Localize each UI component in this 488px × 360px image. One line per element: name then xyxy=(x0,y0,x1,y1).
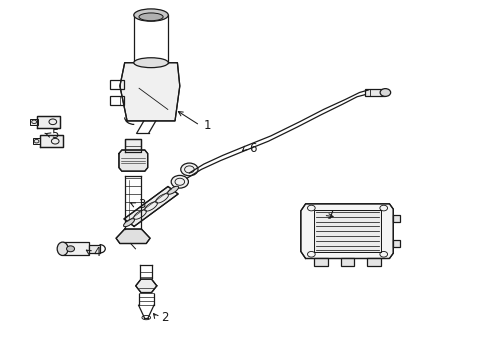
Bar xyxy=(392,240,399,247)
Bar xyxy=(314,258,327,266)
Bar xyxy=(365,89,385,96)
Text: 7: 7 xyxy=(327,209,334,222)
Ellipse shape xyxy=(57,242,68,256)
Text: 3: 3 xyxy=(138,198,145,211)
Text: 6: 6 xyxy=(249,142,256,155)
Circle shape xyxy=(171,175,188,188)
Circle shape xyxy=(66,246,74,252)
Bar xyxy=(33,138,41,144)
Bar xyxy=(340,258,353,266)
Ellipse shape xyxy=(123,219,134,227)
Text: 2: 2 xyxy=(160,311,168,324)
Bar xyxy=(314,210,380,252)
Polygon shape xyxy=(300,204,392,258)
Bar xyxy=(110,80,123,89)
Bar xyxy=(392,215,399,222)
Polygon shape xyxy=(120,63,180,121)
Ellipse shape xyxy=(134,58,168,68)
Bar xyxy=(89,244,100,253)
Ellipse shape xyxy=(167,186,178,194)
Bar xyxy=(62,242,89,256)
Bar xyxy=(30,119,38,125)
Ellipse shape xyxy=(139,13,163,21)
Polygon shape xyxy=(119,150,147,171)
Polygon shape xyxy=(116,229,150,243)
Text: 1: 1 xyxy=(203,119,211,132)
Ellipse shape xyxy=(379,89,390,96)
Bar xyxy=(366,258,380,266)
Text: 4: 4 xyxy=(93,246,101,259)
Circle shape xyxy=(181,163,198,176)
Text: 5: 5 xyxy=(51,128,59,141)
Bar xyxy=(110,96,123,105)
Polygon shape xyxy=(123,186,178,226)
Polygon shape xyxy=(136,279,157,293)
Polygon shape xyxy=(124,139,141,152)
Ellipse shape xyxy=(134,9,168,21)
Polygon shape xyxy=(40,135,63,147)
Polygon shape xyxy=(38,116,61,128)
